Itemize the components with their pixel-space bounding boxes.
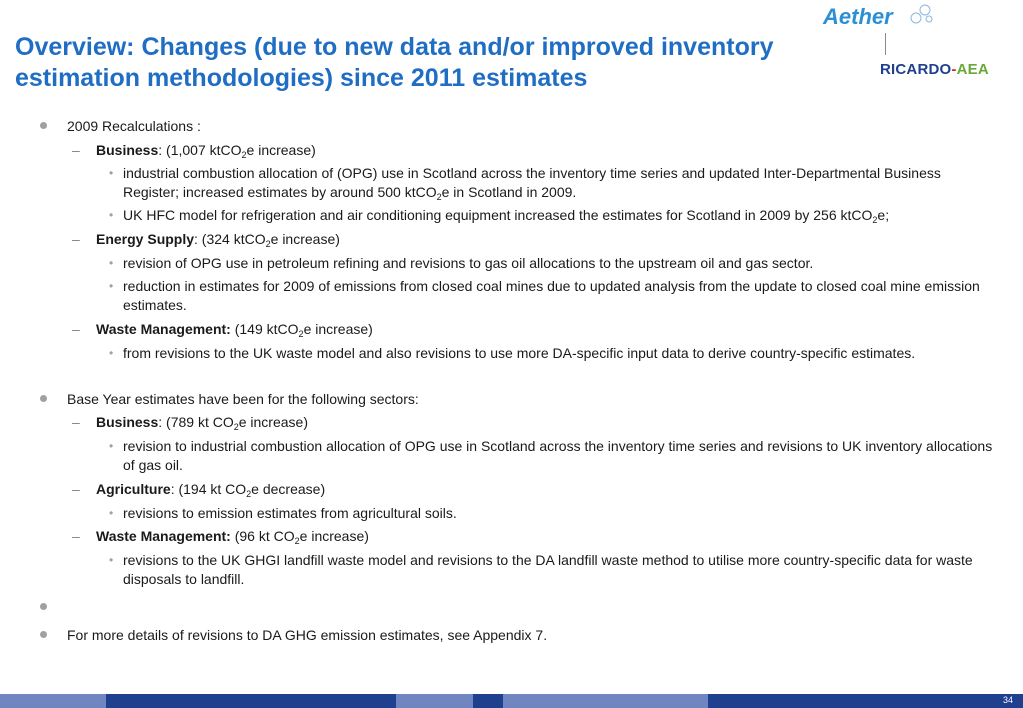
footer-segment <box>106 694 396 708</box>
bubbles-icon <box>910 4 933 24</box>
sub-bullet-icon: • <box>109 256 114 270</box>
logo-divider <box>885 33 886 55</box>
bullet-dot-icon <box>40 395 47 402</box>
base-waste-after: e increase) <box>299 528 369 544</box>
subscript: 2 <box>436 192 442 202</box>
sub-bullet-icon: • <box>109 279 114 293</box>
sub-bullet-icon: • <box>109 506 114 520</box>
bullet-more-details: For more details of revisions to DA GHG … <box>40 626 548 645</box>
recalc-business-bullet-1: • industrial combustion allocation of (OP… <box>109 164 993 202</box>
recalc-business-after: e increase) <box>246 142 316 158</box>
bullet-dot-icon <box>40 631 47 638</box>
bullet-text: from revisions to the UK waste model and… <box>123 345 916 361</box>
recalc-business: – Business: (1,007 ktCO2e increase) <box>72 141 316 160</box>
sub-bullet-icon: • <box>109 346 114 360</box>
bullet-recalculations: 2009 Recalculations : <box>40 117 201 136</box>
more-details-text: For more details of revisions to DA GHG … <box>67 627 548 643</box>
aea-text: AEA <box>956 61 989 78</box>
bullet-text: revisions to the UK GHGI landfill waste … <box>123 552 973 587</box>
subscript: 2 <box>233 422 239 432</box>
sub-bullet-icon: • <box>109 439 114 453</box>
bullet-dot-icon <box>40 122 47 129</box>
base-heading: Base Year estimates have been for the fo… <box>67 391 419 407</box>
dash-icon: – <box>72 321 80 337</box>
recalc-heading: 2009 Recalculations : <box>67 118 201 134</box>
footer-segment <box>708 694 868 708</box>
ricardo-text: RICARDO <box>880 61 952 78</box>
dash-icon: – <box>72 528 80 544</box>
recalc-energy: – Energy Supply: (324 ktCO2e increase) <box>72 230 340 249</box>
logo-dash: - <box>951 61 957 78</box>
base-business-amount: : (789 kt CO <box>158 414 234 430</box>
subscript: 2 <box>872 215 878 225</box>
subscript: 2 <box>246 489 252 499</box>
bullet-base-year: Base Year estimates have been for the fo… <box>40 390 419 409</box>
footer-segment <box>0 694 106 708</box>
recalc-waste: – Waste Management: (149 ktCO2e increase) <box>72 320 373 339</box>
bullet-text: UK HFC model for refrigeration and air c… <box>123 207 873 223</box>
bullet-text: revision to industrial combustion alloca… <box>123 438 993 473</box>
slide-title: Overview: Changes (due to new data and/o… <box>15 33 774 92</box>
subscript: 2 <box>265 239 271 249</box>
recalc-energy-label: Energy Supply <box>96 231 195 247</box>
footer-bar: 34 <box>0 694 1023 708</box>
recalc-waste-amount: (149 ktCO <box>230 321 299 337</box>
recalc-waste-label: Waste Management: <box>96 321 231 337</box>
sub-bullet-icon: • <box>109 208 114 222</box>
recalc-energy-amount: : (324 ktCO <box>194 231 266 247</box>
sub-bullet-icon: • <box>109 553 114 567</box>
dash-icon: – <box>72 142 80 158</box>
bullet-text: reduction in estimates for 2009 of emiss… <box>123 278 980 313</box>
subscript: 2 <box>241 150 247 160</box>
dash-icon: – <box>72 481 80 497</box>
aether-logo-text: Aether <box>823 4 893 29</box>
subscript: 2 <box>298 329 304 339</box>
recalc-energy-bullet-1: • revision of OPG use in petroleum refini… <box>109 254 993 273</box>
base-business: – Business: (789 kt CO2e increase) <box>72 413 308 432</box>
ricardo-aea-logo: RICARDO-AEA <box>880 61 989 78</box>
base-business-after: e increase) <box>238 414 308 430</box>
footer-segment <box>396 694 473 708</box>
base-waste: – Waste Management: (96 kt CO2e increase) <box>72 527 369 546</box>
recalc-waste-bullet-1: • from revisions to the UK waste model an… <box>109 344 993 363</box>
base-business-label: Business <box>96 414 159 430</box>
base-agriculture-amount: : (194 kt CO <box>170 481 247 497</box>
bullet-text-after: e; <box>877 207 890 223</box>
base-agriculture-after: e decrease) <box>251 481 326 497</box>
footer-segment <box>868 694 1023 708</box>
subscript: 2 <box>294 536 300 546</box>
bullet-text: revisions to emission estimates from agr… <box>123 505 457 521</box>
bullet-text-after: e in Scotland in 2009. <box>441 184 577 200</box>
recalc-energy-after: e increase) <box>270 231 340 247</box>
recalc-energy-bullet-2: • reduction in estimates for 2009 of emis… <box>109 277 993 315</box>
recalc-waste-after: e increase) <box>303 321 373 337</box>
base-agriculture-bullet-1: • revisions to emission estimates from ag… <box>109 504 993 523</box>
recalc-business-bullet-2: • UK HFC model for refrigeration and air … <box>109 206 993 225</box>
recalc-business-amount: : (1,007 ktCO <box>158 142 242 158</box>
dash-icon: – <box>72 414 80 430</box>
sub-bullet-icon: • <box>109 166 114 180</box>
bullet-text: industrial combustion allocation of (OPG… <box>123 165 941 200</box>
base-agriculture: – Agriculture: (194 kt CO2e decrease) <box>72 480 326 499</box>
recalc-business-label: Business <box>96 142 159 158</box>
bullet-dot-icon <box>40 603 47 610</box>
dash-icon: – <box>72 231 80 247</box>
footer-segment <box>473 694 503 708</box>
base-business-bullet-1: • revision to industrial combustion alloc… <box>109 437 993 475</box>
page-number: 34 <box>1002 695 1013 705</box>
base-waste-amount: (96 kt CO <box>230 528 295 544</box>
footer-segment <box>503 694 708 708</box>
base-agriculture-label: Agriculture <box>96 481 171 497</box>
bullet-text: revision of OPG use in petroleum refinin… <box>123 255 814 271</box>
base-waste-bullet-1: • revisions to the UK GHGI landfill waste… <box>109 551 993 589</box>
base-waste-label: Waste Management: <box>96 528 231 544</box>
